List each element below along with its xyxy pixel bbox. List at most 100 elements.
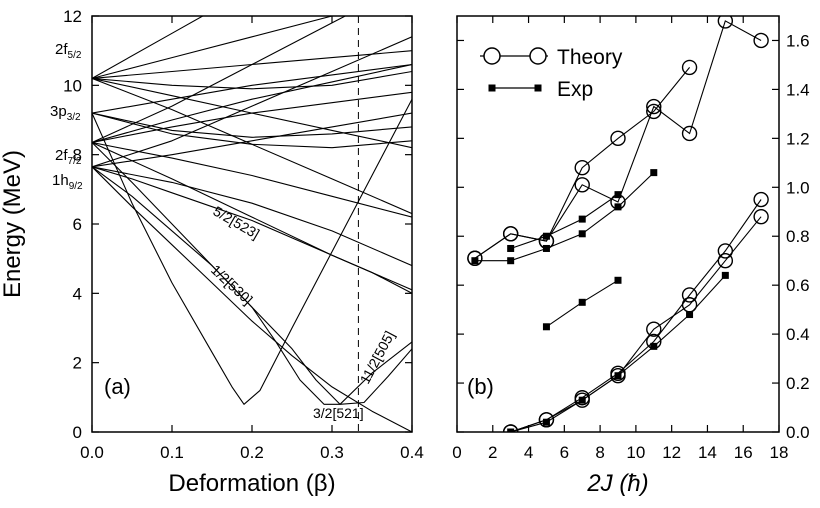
panel-a-x-tick-label: 0.1	[160, 443, 184, 462]
legend-exp-marker	[488, 84, 496, 92]
panel-b-x-tick-label: 6	[560, 443, 569, 462]
level-curve-17	[92, 166, 412, 294]
exp-point	[471, 257, 479, 265]
level-curve-15	[92, 112, 412, 168]
exp-point	[614, 372, 622, 380]
exp-point	[578, 396, 586, 404]
panel-b-y-tick-label: 0.4	[786, 325, 810, 344]
legend-theory-marker-2	[529, 47, 547, 65]
series-line	[510, 194, 619, 250]
level-label-3p32: 3p3/2	[50, 103, 81, 123]
level-label-2f72: 2f7/2	[55, 147, 82, 167]
panel-b-y-tick-label: 1.2	[786, 129, 810, 148]
theory-point	[502, 424, 519, 432]
panel-b-x-tick-label: 4	[524, 443, 533, 462]
level-label-1h92-main: 1h	[52, 172, 69, 189]
level-curve-2	[92, 16, 204, 79]
panel-b-y-tick-label: 1.6	[786, 31, 810, 50]
theory-point	[574, 392, 590, 408]
panel-a-x-tick-label: 0.2	[240, 443, 264, 462]
theory-point	[681, 287, 698, 303]
theory-point	[646, 321, 662, 337]
series-line	[474, 172, 655, 262]
theory-point	[574, 177, 590, 193]
level-curve-12	[92, 141, 412, 218]
level-curve-7	[92, 112, 412, 138]
panel-a-ticks: 0.0 0.1 0.2 0.3 0.4 0 2 4 6 8 10 12	[63, 7, 424, 462]
panel-b: 0 2 4 6 8 10 12 14 16 180.0 0.2 0.4 0.6 0.8 1.0 1.2 1.4 1…	[452, 15, 810, 497]
panel-b-x-tick-label: 0	[452, 443, 461, 462]
panel-a-x-tick-label: 0.3	[320, 443, 344, 462]
panel-b-y-tick-label: 0.6	[786, 276, 810, 295]
panel-b-x-tick-label: 2	[488, 443, 497, 462]
panel-b-x-tick-label: 18	[770, 443, 789, 462]
exp-point	[542, 244, 550, 252]
spherical-level-labels: 2f5/2 3p3/2 2f7/2 1h9/2	[50, 41, 83, 192]
panel-b-x-axis-title: 2J (ħ)	[586, 470, 648, 497]
level-label-3p32-main: 3p	[50, 103, 67, 120]
exp-series-4	[471, 169, 658, 265]
panel-a: 0.0 0.1 0.2 0.3 0.4 0 2 4 6 8 10 12 Energy (MeV) De…	[0, 7, 424, 497]
exp-point	[507, 244, 515, 252]
panel-b-frame	[456, 15, 780, 433]
theory-point	[717, 253, 734, 269]
exp-point	[614, 276, 622, 284]
exp-series-5	[507, 191, 622, 252]
theory-point	[753, 208, 769, 225]
theory-point	[753, 191, 769, 208]
exp-point	[614, 191, 622, 199]
panel-b-x-tick-label: 8	[595, 443, 604, 462]
panel-a-x-tick-label: 0.0	[80, 443, 104, 462]
panel-a-y-axis-title: Energy (MeV)	[0, 150, 26, 298]
panel-a-x-axis-title: Deformation (β)	[168, 470, 335, 497]
level-label-1h92: 1h9/2	[52, 172, 83, 192]
exp-point	[542, 418, 550, 426]
exp-point	[578, 215, 586, 223]
level-label-2f72-main: 2f	[55, 147, 68, 164]
legend-theory-label: Theory	[557, 46, 623, 69]
legend-exp-label: Exp	[557, 78, 593, 101]
level-label-1h92-sub: 9/2	[69, 181, 83, 192]
panel-a-y-tick-label: 0	[73, 423, 82, 442]
theory-point	[717, 243, 734, 259]
theory-point	[610, 130, 626, 147]
theory-point	[717, 16, 734, 29]
exp-point	[578, 230, 586, 238]
panel-b-x-tick-label: 16	[734, 443, 753, 462]
panel-b-y-tick-label: 0.8	[786, 227, 810, 246]
theory-point	[502, 226, 519, 242]
theory-point	[646, 98, 662, 115]
panel-a-y-tick-label: 4	[73, 284, 82, 303]
exp-point	[721, 271, 729, 279]
level-label-2f52: 2f5/2	[55, 41, 82, 61]
level-curve-19	[92, 98, 412, 405]
panel-b-y-tick-label: 0.0	[786, 423, 810, 442]
panel-a-y-tick-label: 8	[73, 146, 82, 165]
series-line	[474, 67, 691, 259]
panel-a-y-tick-label: 2	[73, 354, 82, 373]
exp-point	[507, 257, 515, 265]
panel-a-y-tick-label: 10	[63, 76, 82, 95]
level-label-2f52-sub: 5/2	[68, 50, 82, 61]
orbital-label-521: 3/2[521]	[313, 405, 364, 421]
panel-a-y-tick-label: 6	[73, 215, 82, 234]
exp-point	[542, 232, 550, 240]
panel-b-y-tick-label: 0.2	[786, 374, 810, 393]
exp-point	[686, 311, 694, 319]
level-label-3p32-sub: 3/2	[67, 112, 81, 123]
exp-series-7	[507, 271, 729, 432]
panel-b-x-tick-label: 12	[662, 443, 681, 462]
level-label-2f72-sub: 7/2	[68, 156, 82, 167]
theory-point	[610, 368, 626, 384]
legend-exp-marker-2	[534, 84, 542, 92]
level-curve-14	[92, 36, 412, 168]
theory-point	[646, 103, 662, 120]
level-curve-1	[92, 16, 335, 79]
exp-point	[507, 428, 515, 432]
theory-point	[681, 125, 698, 142]
panel-b-y-tick-label: 1.0	[786, 178, 810, 197]
theory-point	[681, 59, 698, 76]
panel-b-label: (b)	[467, 374, 494, 399]
